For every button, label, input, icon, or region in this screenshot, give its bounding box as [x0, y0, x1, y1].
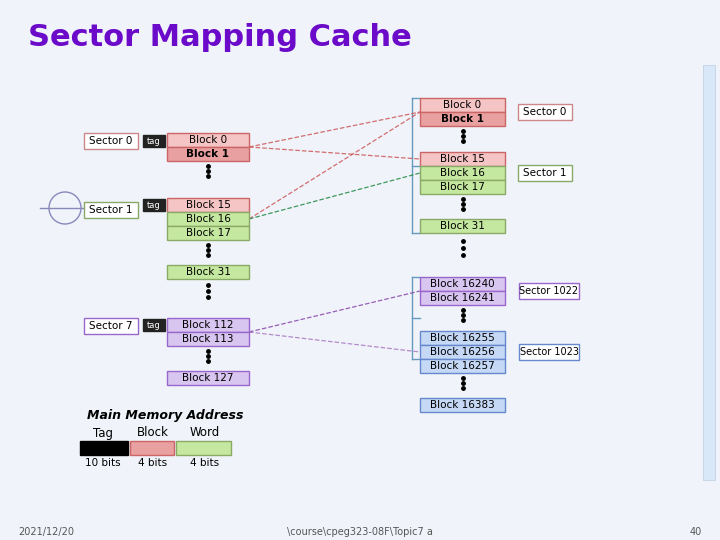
- Text: Block 15: Block 15: [440, 154, 485, 164]
- Text: tag: tag: [147, 321, 161, 329]
- FancyBboxPatch shape: [80, 441, 128, 455]
- FancyBboxPatch shape: [519, 283, 579, 299]
- FancyBboxPatch shape: [167, 332, 249, 346]
- FancyBboxPatch shape: [420, 166, 505, 180]
- FancyBboxPatch shape: [167, 198, 249, 212]
- Text: Block 16257: Block 16257: [430, 361, 495, 371]
- Text: Block 31: Block 31: [186, 267, 230, 277]
- FancyBboxPatch shape: [519, 344, 579, 360]
- FancyBboxPatch shape: [420, 331, 505, 345]
- Text: Sector 1: Sector 1: [523, 168, 567, 178]
- FancyBboxPatch shape: [420, 219, 505, 233]
- Text: Sector 0: Sector 0: [89, 136, 132, 146]
- Text: Block 15: Block 15: [186, 200, 230, 210]
- FancyBboxPatch shape: [703, 65, 715, 480]
- Text: Block 0: Block 0: [444, 100, 482, 110]
- Text: Block 16256: Block 16256: [430, 347, 495, 357]
- FancyBboxPatch shape: [167, 265, 249, 279]
- Text: Tag: Tag: [93, 427, 113, 440]
- Text: 4 bits: 4 bits: [138, 458, 168, 468]
- Text: 4 bits: 4 bits: [190, 458, 220, 468]
- Text: Sector 1022: Sector 1022: [519, 286, 579, 296]
- Text: 2021/12/20: 2021/12/20: [18, 527, 74, 537]
- FancyBboxPatch shape: [420, 152, 505, 166]
- Text: Block 112: Block 112: [182, 320, 234, 330]
- FancyBboxPatch shape: [420, 398, 505, 412]
- FancyBboxPatch shape: [420, 345, 505, 359]
- FancyBboxPatch shape: [420, 98, 505, 112]
- Text: 10 bits: 10 bits: [85, 458, 121, 468]
- FancyBboxPatch shape: [420, 359, 505, 373]
- FancyBboxPatch shape: [518, 165, 572, 181]
- Text: Block 17: Block 17: [186, 228, 230, 238]
- Text: Block 0: Block 0: [189, 135, 227, 145]
- Text: Sector 7: Sector 7: [89, 321, 132, 331]
- Text: Sector 0: Sector 0: [523, 107, 567, 117]
- FancyBboxPatch shape: [518, 104, 572, 120]
- FancyBboxPatch shape: [420, 277, 505, 291]
- Text: Block 16383: Block 16383: [430, 400, 495, 410]
- FancyBboxPatch shape: [143, 199, 165, 211]
- Text: tag: tag: [147, 200, 161, 210]
- Text: \course\cpeg323-08F\Topic7 a: \course\cpeg323-08F\Topic7 a: [287, 527, 433, 537]
- Text: tag: tag: [147, 137, 161, 145]
- Text: Block 31: Block 31: [440, 221, 485, 231]
- FancyBboxPatch shape: [130, 441, 174, 455]
- Text: Block 16240: Block 16240: [430, 279, 495, 289]
- FancyBboxPatch shape: [167, 147, 249, 161]
- FancyBboxPatch shape: [420, 180, 505, 194]
- Text: Main Memory Address: Main Memory Address: [86, 408, 243, 422]
- FancyBboxPatch shape: [143, 135, 165, 147]
- FancyBboxPatch shape: [84, 202, 138, 218]
- FancyBboxPatch shape: [420, 291, 505, 305]
- Text: Block 127: Block 127: [182, 373, 234, 383]
- Text: Sector 1023: Sector 1023: [520, 347, 578, 357]
- FancyBboxPatch shape: [420, 112, 505, 126]
- FancyBboxPatch shape: [84, 133, 138, 149]
- FancyBboxPatch shape: [167, 133, 249, 147]
- FancyBboxPatch shape: [167, 226, 249, 240]
- Text: Block 113: Block 113: [182, 334, 234, 344]
- Text: Block 16: Block 16: [186, 214, 230, 224]
- FancyBboxPatch shape: [167, 318, 249, 332]
- Text: Block 17: Block 17: [440, 182, 485, 192]
- FancyBboxPatch shape: [167, 371, 249, 385]
- FancyBboxPatch shape: [143, 319, 165, 331]
- Text: Sector Mapping Cache: Sector Mapping Cache: [28, 24, 412, 52]
- Text: Block 1: Block 1: [186, 149, 230, 159]
- FancyBboxPatch shape: [176, 441, 231, 455]
- Text: Block 16241: Block 16241: [430, 293, 495, 303]
- Text: Word: Word: [190, 427, 220, 440]
- FancyBboxPatch shape: [167, 212, 249, 226]
- Text: 40: 40: [690, 527, 702, 537]
- FancyBboxPatch shape: [84, 318, 138, 334]
- Text: Sector 1: Sector 1: [89, 205, 132, 215]
- Text: Block 1: Block 1: [441, 114, 484, 124]
- Text: Block 16255: Block 16255: [430, 333, 495, 343]
- Text: Block 16: Block 16: [440, 168, 485, 178]
- Text: Block: Block: [137, 427, 169, 440]
